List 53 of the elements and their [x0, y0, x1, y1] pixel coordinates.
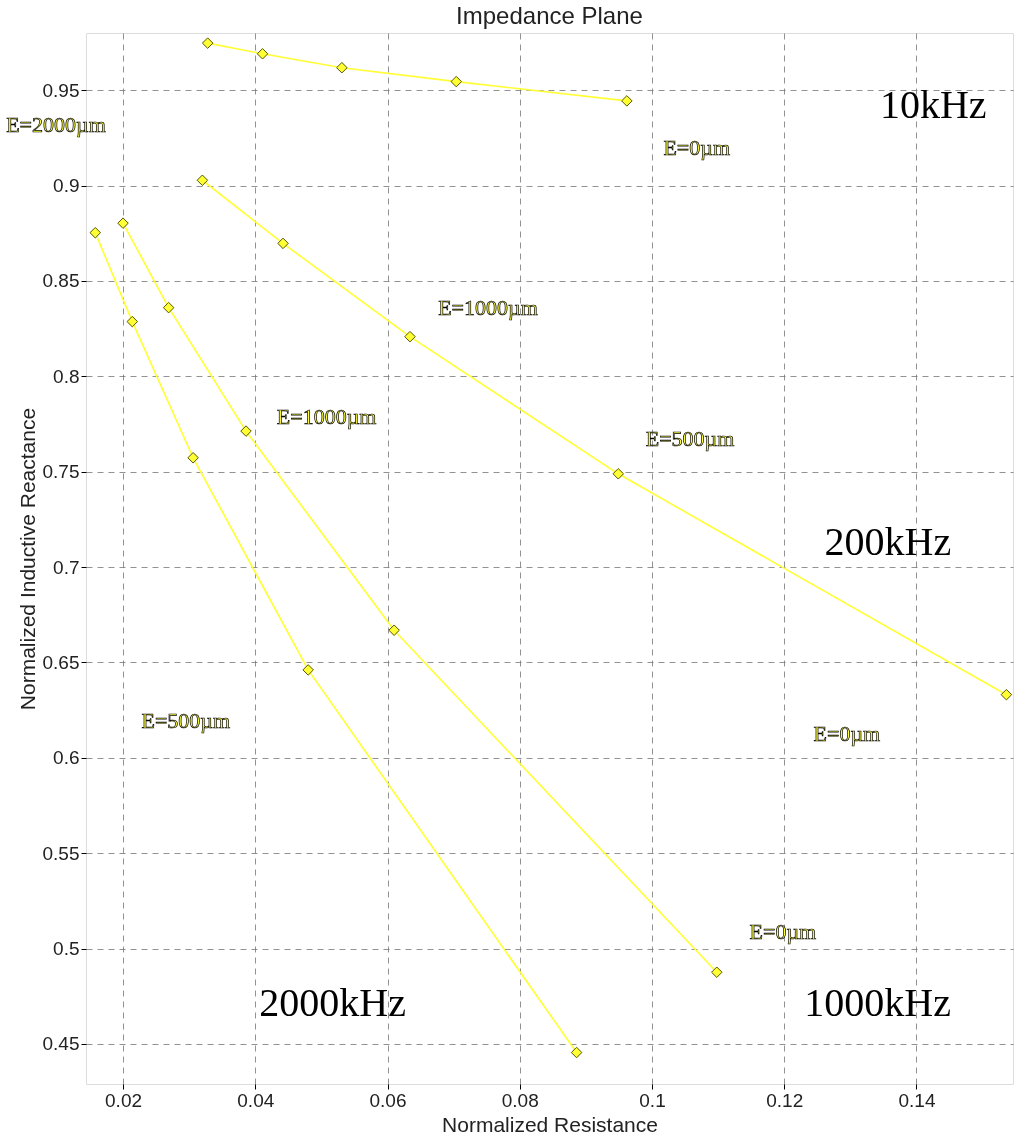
point: [570, 1046, 583, 1059]
point: [89, 226, 101, 239]
annotation: E=1000µm: [438, 295, 538, 321]
x-tick-label: 0.12: [766, 1089, 804, 1111]
point: [256, 48, 269, 60]
x-tick-label: 0.06: [369, 1089, 407, 1111]
annotation: E=500µm: [141, 708, 231, 734]
y-tick-label: 0.95: [42, 79, 80, 101]
y-tick-label: 0.9: [53, 175, 80, 197]
point: [201, 37, 214, 49]
y-tick-label: 0.5: [53, 938, 80, 960]
y-tick-label: 0.65: [42, 651, 80, 673]
point: [187, 452, 199, 464]
point: [612, 468, 625, 480]
point: [302, 664, 314, 676]
point: [240, 425, 252, 437]
point: [1000, 688, 1013, 701]
annotation: E=2000µm: [6, 112, 106, 138]
y-tick-label: 0.45: [42, 1033, 80, 1055]
chart-title: Impedance Plane: [456, 2, 643, 29]
x-axis-title: Normalized Resistance: [442, 1112, 658, 1136]
point: [126, 315, 139, 328]
y-tick-label: 0.7: [53, 556, 80, 578]
point: [621, 95, 633, 107]
annotation: E=0µm: [749, 918, 817, 944]
y-tick-label: 0.85: [42, 270, 80, 292]
x-tick-label: 0.14: [898, 1089, 936, 1111]
annotation: 1000kHz: [804, 980, 951, 1026]
point: [450, 75, 463, 88]
annotation: 10kHz: [879, 81, 987, 127]
annotation: E=0µm: [663, 134, 731, 160]
point: [388, 624, 400, 636]
annotation: 200kHz: [824, 518, 952, 564]
y-tick-label: 0.55: [42, 842, 80, 864]
annotation: E=0µm: [813, 721, 881, 747]
point: [162, 301, 175, 314]
x-tick-label: 0.08: [501, 1089, 539, 1111]
annotation: E=500µm: [645, 425, 735, 451]
point: [117, 217, 129, 229]
y-tick-label: 0.6: [53, 747, 80, 769]
y-tick-label: 0.8: [53, 365, 80, 387]
x-tick-label: 0.02: [105, 1089, 143, 1111]
point: [336, 61, 348, 74]
x-tick-label: 0.1: [639, 1089, 666, 1111]
x-tick-label: 0.04: [237, 1089, 275, 1111]
point: [404, 330, 416, 343]
y-tick-label: 0.75: [42, 461, 80, 483]
y-axis-title: Normalized Inductive Reactance: [15, 407, 39, 711]
point: [711, 966, 723, 978]
annotation: E=1000µm: [276, 403, 377, 429]
point: [277, 237, 289, 250]
annotation: 2000kHz: [259, 980, 406, 1026]
point: [196, 174, 209, 186]
